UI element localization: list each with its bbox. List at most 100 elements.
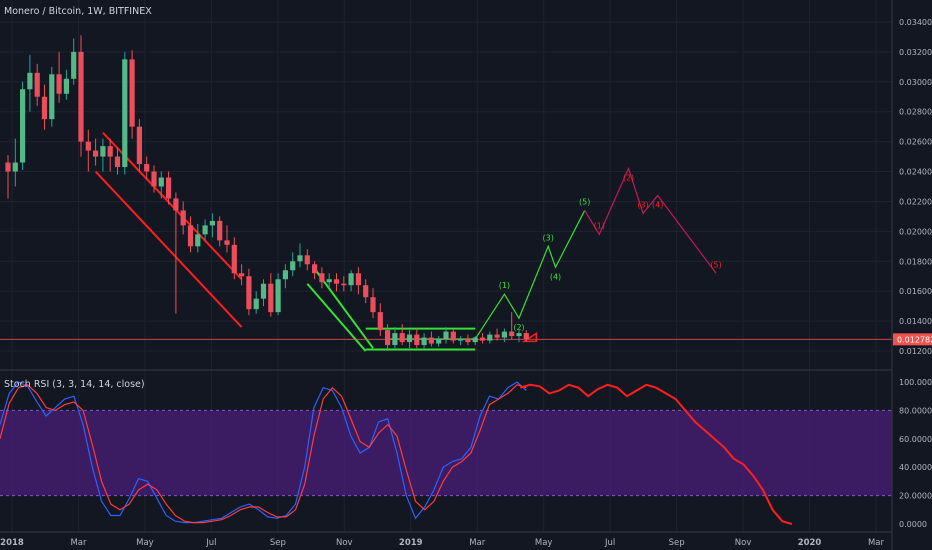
- candle-body-up: [275, 279, 281, 313]
- wave-bull-label: (5): [579, 197, 590, 206]
- candle-body-down: [56, 74, 62, 94]
- candle-body-down: [151, 171, 157, 187]
- candle-body-up: [487, 334, 493, 341]
- stoch-layer: [0, 381, 793, 525]
- candle-body-up: [195, 234, 201, 247]
- candle-body-down: [370, 297, 376, 313]
- time-tick-label: Mar: [868, 538, 885, 548]
- candle-body-up: [71, 51, 77, 79]
- stoch-tick-label: 80.0000: [899, 406, 932, 415]
- candle-body-down: [224, 240, 230, 245]
- candle-body-up: [282, 270, 288, 280]
- candle-body-down: [239, 273, 245, 277]
- candle-body-up: [100, 146, 106, 157]
- candle-body-up: [27, 72, 33, 90]
- candle-body-up: [49, 74, 55, 120]
- candle-body-up: [202, 225, 208, 235]
- stoch-tick-label: 0.0000: [899, 520, 927, 529]
- stoch-tick-label: 20.0000: [899, 492, 932, 501]
- candle-body-down: [246, 276, 252, 310]
- wave-bear-label: (3): [637, 200, 648, 209]
- candle-body-up: [122, 59, 128, 168]
- wave-bear: [584, 166, 717, 274]
- candle-body-down: [166, 177, 172, 199]
- candle-body-down: [78, 51, 84, 142]
- candle-body-up: [158, 177, 164, 187]
- candle-body-up: [260, 283, 267, 299]
- candle-body-down: [377, 312, 383, 331]
- candle-body-down: [450, 331, 456, 341]
- forecast-marker: [521, 331, 538, 343]
- candle-body-down: [341, 283, 347, 286]
- candle-body-up: [20, 89, 26, 163]
- candle-body-down: [312, 264, 318, 274]
- wave-bull-label: (1): [499, 281, 510, 290]
- stoch-tick-label: 100.0000: [899, 378, 932, 387]
- stoch-tick-label: 60.0000: [899, 435, 932, 444]
- wave-bear-label: (5): [710, 260, 721, 269]
- time-tick-label: Jul: [604, 538, 615, 548]
- candle-body-down: [363, 285, 369, 298]
- wave-bull-label: (2): [513, 323, 524, 332]
- candle-body-down: [5, 162, 11, 172]
- candle-body-down: [231, 244, 237, 274]
- candle-body-up: [297, 255, 303, 262]
- time-tick-label: Jul: [205, 538, 216, 548]
- candle-body-down: [85, 141, 91, 151]
- candle-body-down: [355, 273, 361, 286]
- candle-body-down: [333, 279, 340, 284]
- stoch-title: Stoch RSI (3, 3, 14, 14, close): [4, 379, 145, 390]
- current-price-tag: [893, 333, 932, 346]
- candle-body-down: [479, 337, 486, 341]
- wave-bear-label: (1): [594, 221, 605, 230]
- candle-body-up: [348, 273, 354, 286]
- candle-body-up: [209, 220, 215, 226]
- candle-body-down: [304, 255, 310, 265]
- candle-body-up: [436, 339, 442, 344]
- candle-body-down: [268, 283, 274, 313]
- stoch-tick-label: 40.0000: [899, 463, 932, 472]
- candle-body-up: [253, 298, 259, 310]
- wave-bull: [474, 210, 586, 340]
- time-tick-label: Mar: [70, 538, 87, 548]
- candle-body-up: [290, 261, 296, 271]
- stoch-k-line: [0, 381, 527, 524]
- wave-bull-label: (3): [543, 233, 554, 242]
- stoch-projection-line: [520, 383, 793, 525]
- candle-body-down: [136, 126, 142, 165]
- time-tick-label: Sep: [270, 538, 286, 548]
- time-tick-label: Mar: [469, 538, 486, 548]
- candle-body-up: [392, 333, 398, 346]
- candle-body-down: [144, 164, 150, 172]
- time-tick-label: May: [136, 538, 154, 548]
- time-tick-label: 2020: [798, 538, 822, 548]
- candle-body-down: [523, 333, 529, 340]
- candle-body-up: [472, 337, 478, 343]
- candle-body-up: [501, 331, 507, 338]
- candle-body-up: [443, 331, 449, 340]
- time-tick-label: 2019: [399, 538, 423, 548]
- stoch-overbought-oversold-band: [0, 410, 892, 496]
- candle-body-up: [12, 162, 18, 172]
- candle-body-down: [414, 334, 420, 346]
- time-tick-label: Nov: [336, 538, 353, 548]
- price-tick-label: 0.034000: [899, 18, 932, 27]
- wave-bear-label: (4): [652, 200, 663, 209]
- candle-body-up: [458, 339, 464, 341]
- candle-body-down: [34, 72, 40, 97]
- candles-layer: [5, 35, 529, 352]
- candle-body-down: [319, 273, 325, 283]
- candle-body-down: [399, 333, 405, 343]
- candle-body-down: [494, 334, 500, 338]
